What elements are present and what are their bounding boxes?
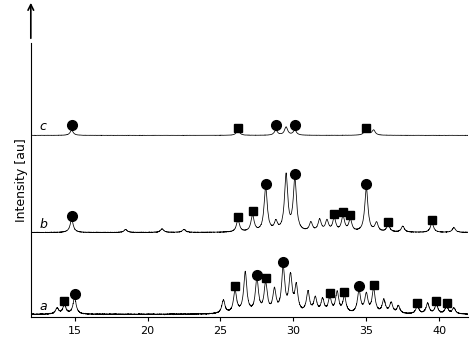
Text: c: c — [39, 120, 46, 133]
Text: a: a — [39, 300, 47, 313]
Y-axis label: Intensity [au]: Intensity [au] — [15, 139, 28, 222]
Text: b: b — [39, 218, 47, 231]
